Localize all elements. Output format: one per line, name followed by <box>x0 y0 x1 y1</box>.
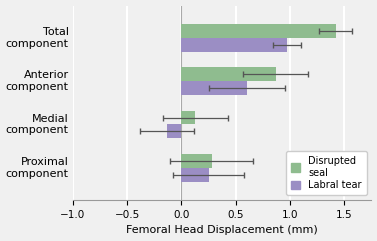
Bar <box>181 38 287 52</box>
Legend: Disrupted
seal, Labral tear: Disrupted seal, Labral tear <box>286 151 366 195</box>
Bar <box>181 154 212 168</box>
Bar <box>181 111 195 125</box>
Bar <box>167 125 181 138</box>
X-axis label: Femoral Head Displacement (mm): Femoral Head Displacement (mm) <box>126 225 318 235</box>
Bar <box>181 24 336 38</box>
Bar <box>181 168 208 181</box>
Bar <box>181 81 247 95</box>
Bar <box>181 67 276 81</box>
